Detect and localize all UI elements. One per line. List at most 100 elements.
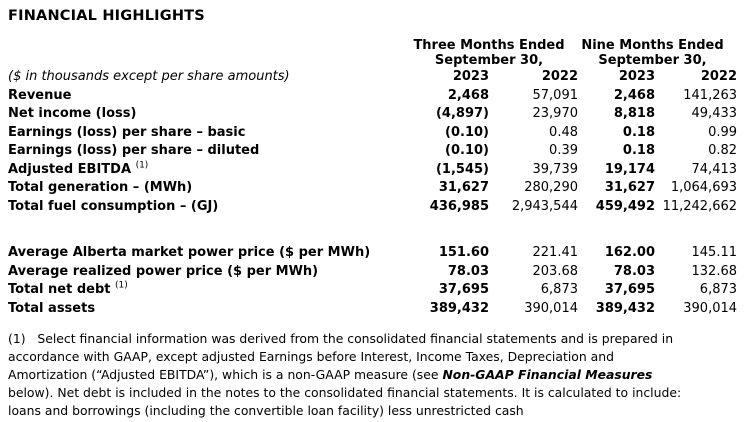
row-label-text: Net income (loss): [8, 106, 137, 121]
cell-9mo-2023: 8,818: [613, 106, 655, 121]
row-label: Total generation – (MWh): [8, 179, 400, 198]
cell-3mo-2022: 0.48: [549, 124, 578, 140]
cell-9mo-2022: 132.68: [691, 263, 738, 279]
cell-3mo-2022: 6,873: [540, 282, 578, 297]
cell-9mo-2023: 0.18: [622, 124, 655, 140]
cell-9mo-2023: 389,432: [595, 300, 655, 316]
row-label-text: Total assets: [8, 300, 96, 316]
footnote-text: (1) Select financial information was der…: [8, 331, 674, 346]
col-group-three-months: Three Months Ended September 30,: [400, 38, 578, 68]
cell-9mo-2022: 6,873: [699, 282, 738, 297]
row-label: Total assets: [8, 300, 400, 319]
cell-3mo-2022: 0.39: [549, 143, 578, 158]
cell-3mo-2022: 57,091: [532, 87, 579, 103]
row-label-text: Earnings (loss) per share – basic: [8, 124, 246, 140]
cell-9mo-2023: 459,492: [595, 198, 655, 214]
row-label: Total net debt (1): [8, 281, 400, 300]
row-label-text: Average realized power price ($ per MWh): [8, 263, 319, 279]
row-label: Net income (loss): [8, 105, 400, 124]
cell-9mo-2023: 37,695: [604, 282, 655, 297]
table-row: Total net debt (1) 37,695 6,873 37,695 6,873: [8, 281, 737, 300]
row-label-text: Total fuel consumption – (GJ): [8, 198, 219, 214]
footnote-line: (1) Select financial information was der…: [8, 330, 746, 348]
table-row: Total fuel consumption – (GJ) 436,985 2,94…: [8, 198, 737, 217]
cell-9mo-2022: 0.99: [708, 124, 738, 140]
row-label-text: Average Alberta market power price ($ pe…: [8, 245, 371, 260]
cell-3mo-2023: (4,897): [435, 106, 489, 121]
year-header-row: ($ in thousands except per share amounts…: [8, 68, 737, 87]
footnote-line: loans and borrowings (including the conv…: [8, 402, 746, 420]
row-label: Average realized power price ($ per MWh): [8, 263, 400, 282]
table-row: Revenue 2,468 57,091 2,468 141,263: [8, 87, 737, 106]
cell-3mo-2023: 389,432: [429, 300, 489, 316]
row-label: Revenue: [8, 87, 400, 106]
row-label-text: Total net debt: [8, 282, 111, 297]
col-group-three-months-line1: Three Months Ended: [413, 38, 565, 53]
footnote-ref: (1): [135, 160, 149, 171]
row-label-text: Total generation – (MWh): [8, 180, 193, 195]
footnote: (1) Select financial information was der…: [8, 330, 746, 420]
cell-3mo-2023: 78.03: [447, 263, 489, 279]
cell-9mo-2022: 141,263: [683, 87, 738, 103]
cell-9mo-2022: 49,433: [691, 106, 738, 121]
cell-9mo-2022: 390,014: [683, 300, 738, 316]
cell-9mo-2023: 78.03: [613, 263, 655, 279]
year-header-9mo-2023: 2023: [618, 69, 655, 84]
cell-3mo-2023: 37,695: [438, 282, 489, 297]
row-label-text: Revenue: [8, 87, 72, 103]
table-row: Earnings (loss) per share – diluted (0.10…: [8, 142, 737, 161]
group-header-spacer: [8, 38, 400, 68]
units-note: ($ in thousands except per share amounts…: [8, 69, 290, 84]
cell-3mo-2023: (1,545): [435, 161, 489, 177]
col-group-nine-months: Nine Months Ended September 30,: [578, 38, 737, 68]
row-label-text: Adjusted EBITDA: [8, 161, 132, 177]
table-row: Total generation – (MWh) 31,627 280,290 31,…: [8, 179, 737, 198]
cell-3mo-2022: 23,970: [532, 106, 579, 121]
footnote-emphasis-text: Non-GAAP Financial Measures: [442, 367, 653, 382]
section-spacer: [8, 216, 737, 244]
cell-3mo-2022: 390,014: [524, 300, 578, 316]
footnote-line: below). Net debt is included in the note…: [8, 384, 746, 402]
cell-3mo-2023: 436,985: [429, 198, 489, 214]
cell-3mo-2022: 280,290: [524, 180, 578, 195]
cell-3mo-2023: 31,627: [438, 180, 489, 195]
cell-9mo-2022: 0.82: [708, 143, 738, 158]
table-row: Net income (loss) (4,897) 23,970 8,818 49,43…: [8, 105, 737, 124]
footnote-text: Amortization (“Adjusted EBITDA”), which …: [8, 367, 443, 382]
cell-9mo-2022: 145.11: [691, 245, 738, 260]
cell-9mo-2022: 74,413: [691, 161, 738, 177]
table-row: Earnings (loss) per share – basic (0.10) 0…: [8, 124, 737, 143]
group-header-row: Three Months Ended September 30, Nine Mo…: [8, 38, 737, 68]
footnote-ref: (1): [115, 280, 128, 291]
row-label-text: Earnings (loss) per share – diluted: [8, 143, 260, 158]
cell-3mo-2023: 2,468: [447, 87, 489, 103]
financial-highlights-table: Three Months Ended September 30, Nine Mo…: [8, 38, 737, 318]
cell-3mo-2022: 39,739: [532, 161, 579, 177]
cell-3mo-2022: 2,943,544: [511, 198, 578, 214]
table-row: Average Alberta market power price ($ pe…: [8, 244, 737, 263]
row-label: Earnings (loss) per share – diluted: [8, 142, 400, 161]
cell-9mo-2023: 19,174: [604, 161, 655, 177]
cell-3mo-2023: 151.60: [438, 245, 489, 260]
page-title: FINANCIAL HIGHLIGHTS: [8, 8, 205, 24]
cell-9mo-2022: 11,242,662: [662, 198, 738, 214]
row-label: Adjusted EBITDA (1): [8, 161, 400, 180]
row-label: Earnings (loss) per share – basic: [8, 124, 400, 143]
cell-9mo-2023: 0.18: [622, 143, 655, 158]
table-row: Adjusted EBITDA (1) (1,545) 39,739 19,174 74…: [8, 161, 737, 180]
footnote-text: loans and borrowings (including the conv…: [8, 403, 524, 418]
footnote-text: below). Net debt is included in the note…: [8, 385, 682, 400]
table-row: Total assets 389,432 390,014 389,432 390,014: [8, 300, 737, 319]
year-header-3mo-2022: 2022: [541, 69, 578, 84]
cell-9mo-2023: 162.00: [604, 245, 655, 260]
cell-3mo-2023: (0.10): [445, 124, 489, 140]
table-row: Average realized power price ($ per MWh)…: [8, 263, 737, 282]
col-group-nine-months-line2: September 30,: [598, 53, 707, 68]
row-label: Total fuel consumption – (GJ): [8, 198, 400, 217]
row-label: Average Alberta market power price ($ pe…: [8, 244, 400, 263]
cell-9mo-2023: 31,627: [604, 180, 655, 195]
cell-3mo-2022: 221.41: [532, 245, 579, 260]
year-header-9mo-2022: 2022: [700, 69, 738, 84]
col-group-nine-months-line1: Nine Months Ended: [581, 38, 724, 53]
footnote-line: Amortization (“Adjusted EBITDA”), which …: [8, 366, 746, 384]
